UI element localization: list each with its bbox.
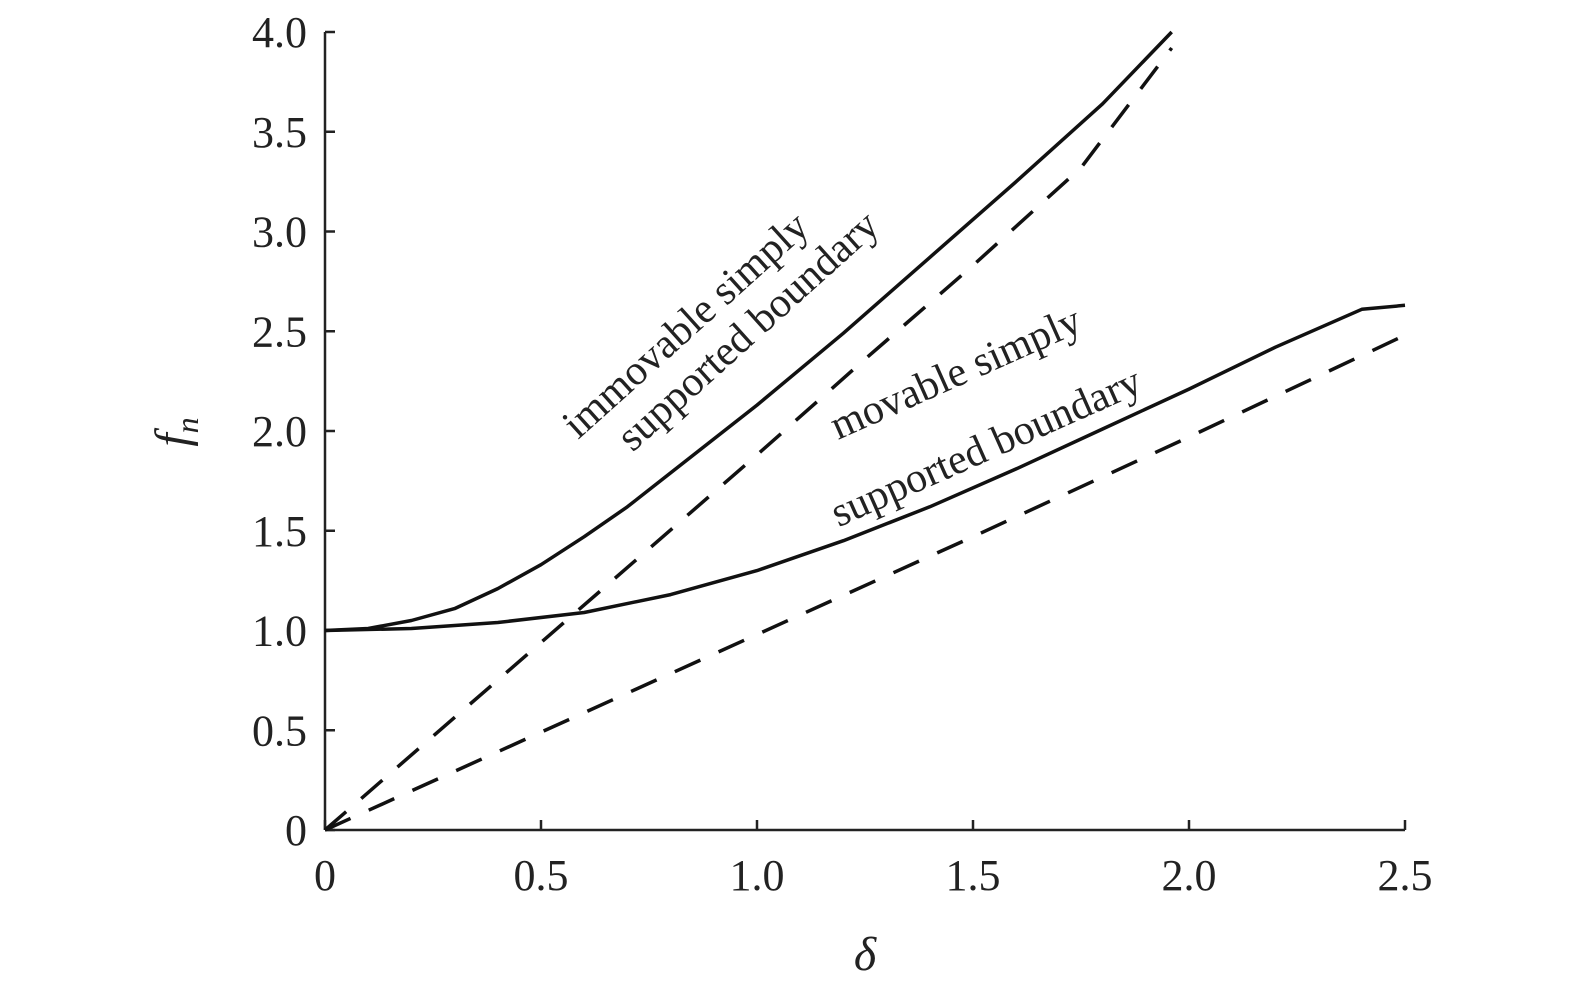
- x-ticks: 0 0.5 1.0 1.5 2.0 2.5: [314, 820, 1433, 900]
- x-tick-label: 0.5: [514, 851, 569, 900]
- x-tick-label: 2.0: [1162, 851, 1217, 900]
- y-tick-label: 1.0: [252, 607, 307, 656]
- y-tick-label: 1.5: [252, 507, 307, 556]
- y-axis-title: fn: [146, 417, 205, 446]
- x-axis-title: δ: [854, 928, 877, 981]
- y-axis-title-subscript: n: [169, 417, 205, 433]
- x-tick-label: 0: [314, 851, 336, 900]
- y-tick-label: 0.5: [252, 706, 307, 755]
- y-tick-label: 0: [285, 806, 307, 855]
- series-line-4-dashed: [324, 333, 1406, 832]
- annotation-movable: movable simply supported boundary: [791, 285, 1148, 536]
- x-tick-label: 1.5: [946, 851, 1001, 900]
- series-line-1-solid: [324, 30, 1173, 633]
- y-tick-label: 2.0: [252, 407, 307, 456]
- x-tick-label: 1.0: [730, 851, 785, 900]
- series-line-3-solid: [324, 303, 1406, 633]
- x-tick-label: 2.5: [1378, 851, 1433, 900]
- series-group: [323, 30, 1406, 832]
- y-ticks: 0 0.5 1.0 1.5 2.0 2.5 3.0 3.5 4.0: [252, 8, 335, 855]
- y-tick-label: 3.5: [252, 108, 307, 157]
- y-tick-label: 4.0: [252, 8, 307, 57]
- y-tick-label: 2.5: [252, 307, 307, 356]
- y-tick-label: 3.0: [252, 208, 307, 257]
